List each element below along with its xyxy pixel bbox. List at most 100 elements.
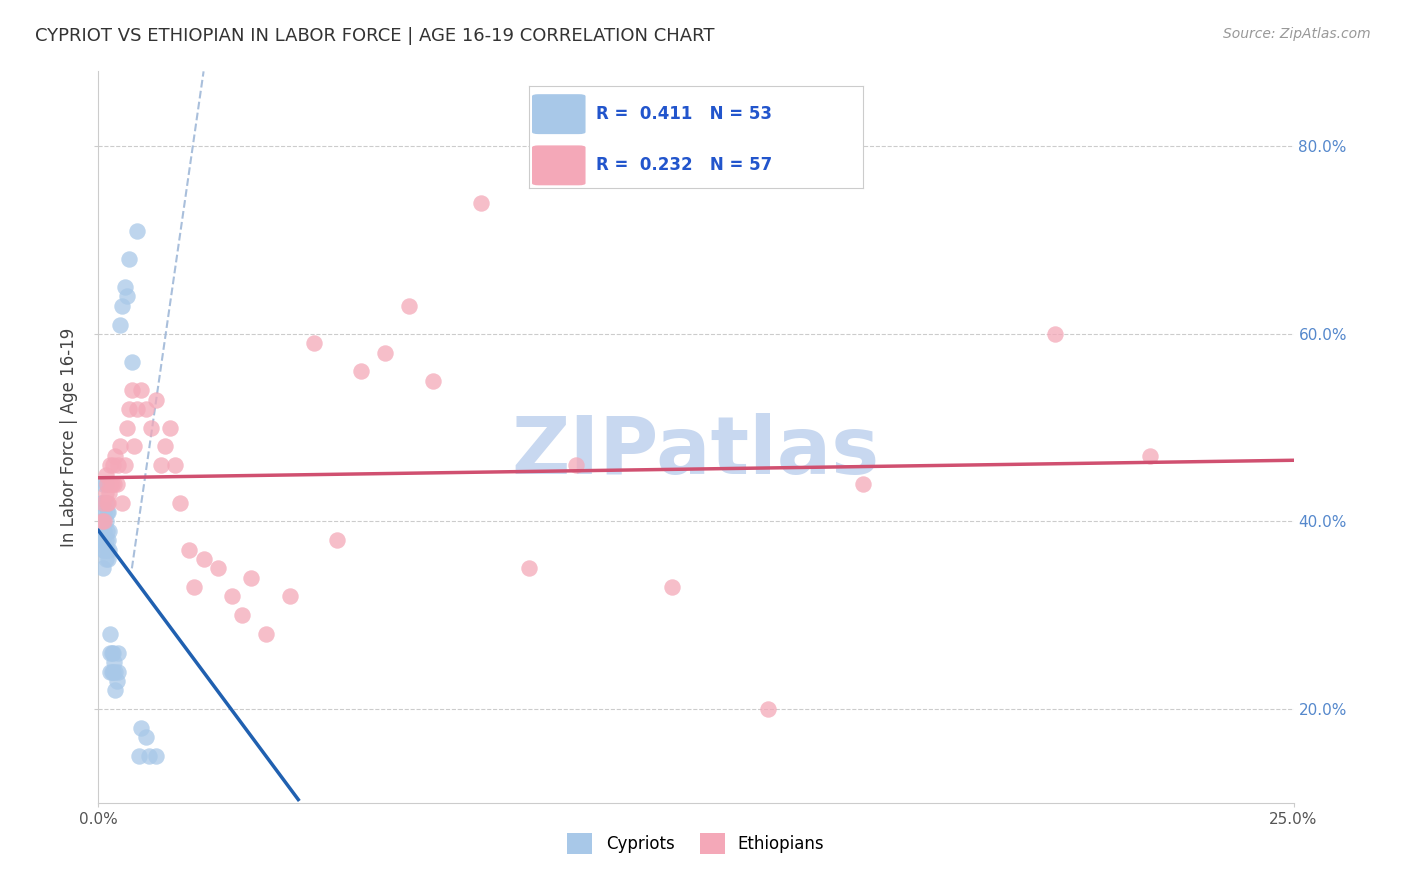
Point [207, 561, 229, 575]
Point [108, 318, 131, 332]
Point [107, 646, 129, 660]
Point [278, 590, 301, 604]
Point [193, 552, 215, 566]
Point [145, 748, 167, 763]
Point [470, 195, 492, 210]
Point [155, 440, 177, 454]
Point [125, 224, 148, 238]
Text: ZIPatlas: ZIPatlas [512, 413, 880, 491]
Point [139, 420, 162, 434]
Point [91, 496, 114, 510]
Point [135, 730, 157, 744]
Point [118, 252, 141, 266]
Point [398, 299, 420, 313]
Point [93, 542, 115, 557]
Point [661, 580, 683, 594]
Y-axis label: In Labor Force | Age 16-19: In Labor Force | Age 16-19 [60, 327, 79, 547]
Point [104, 683, 127, 698]
Point [93, 515, 115, 529]
Point [101, 665, 124, 679]
Point [94, 467, 117, 482]
Point [105, 477, 128, 491]
Point [179, 542, 201, 557]
Text: Source: ZipAtlas.com: Source: ZipAtlas.com [1223, 27, 1371, 41]
Point [374, 345, 396, 359]
Point [221, 590, 243, 604]
Point [91, 515, 114, 529]
Point [103, 477, 125, 491]
Point [121, 355, 143, 369]
Point [114, 280, 136, 294]
Point [91, 496, 114, 510]
Point [91, 533, 114, 548]
Point [124, 440, 146, 454]
Point [115, 289, 138, 303]
Point [96, 496, 118, 510]
Point [101, 477, 124, 491]
Point [101, 646, 124, 660]
Point [91, 515, 114, 529]
Point [422, 374, 444, 388]
Point [94, 533, 117, 548]
Point [114, 458, 136, 473]
Point [118, 401, 141, 416]
Point [517, 561, 540, 575]
Point [97, 486, 120, 500]
Point [108, 440, 131, 454]
Point [115, 420, 138, 434]
Point [104, 665, 127, 679]
Point [101, 646, 124, 660]
Point [94, 486, 117, 500]
Point [326, 533, 349, 548]
Point [350, 364, 373, 378]
Point [94, 552, 117, 566]
Point [107, 458, 129, 473]
Point [91, 496, 114, 510]
Point [93, 524, 115, 538]
Point [1043, 326, 1066, 341]
Point [96, 524, 118, 538]
Point [97, 533, 120, 548]
Point [105, 673, 128, 688]
Point [1139, 449, 1161, 463]
Point [240, 571, 263, 585]
Point [135, 401, 157, 416]
Point [183, 580, 205, 594]
Point [94, 515, 117, 529]
Point [96, 542, 118, 557]
Point [98, 458, 122, 473]
Point [96, 477, 118, 491]
Point [91, 561, 114, 575]
Point [128, 748, 150, 763]
Point [98, 627, 122, 641]
Point [104, 449, 127, 463]
Text: CYPRIOT VS ETHIOPIAN IN LABOR FORCE | AGE 16-19 CORRELATION CHART: CYPRIOT VS ETHIOPIAN IN LABOR FORCE | AG… [35, 27, 714, 45]
Point [101, 458, 124, 473]
Point [852, 477, 875, 491]
Point [565, 458, 588, 473]
Point [149, 458, 172, 473]
Point [94, 496, 117, 510]
Point [93, 505, 115, 519]
Point [91, 477, 114, 491]
Point [94, 477, 117, 491]
Point [231, 608, 253, 623]
Point [121, 383, 143, 397]
Point [145, 392, 167, 407]
Point [159, 420, 181, 434]
Point [101, 665, 124, 679]
Point [91, 533, 114, 548]
Point [254, 627, 277, 641]
Point [125, 401, 148, 416]
Point [97, 524, 120, 538]
Point [163, 458, 186, 473]
Point [98, 665, 122, 679]
Point [107, 665, 129, 679]
Point [90, 533, 112, 548]
Point [103, 655, 125, 669]
Point [131, 383, 153, 397]
Point [90, 496, 112, 510]
Point [97, 496, 120, 510]
Point [97, 505, 120, 519]
Point [131, 721, 153, 735]
